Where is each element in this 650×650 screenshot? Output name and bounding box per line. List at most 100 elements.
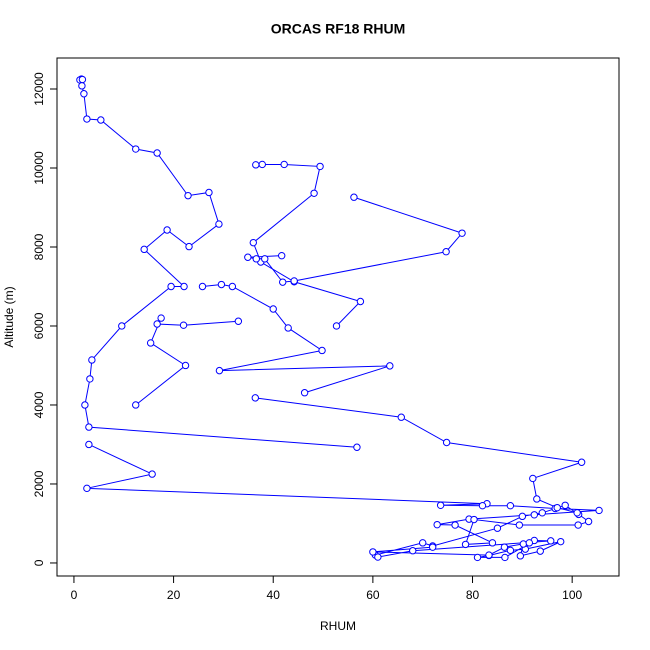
data-point [249, 238, 258, 247]
data-point [140, 245, 148, 254]
data-point [397, 413, 405, 421]
data-point [316, 162, 324, 171]
data-point [561, 501, 569, 510]
data-point [356, 297, 365, 306]
data-point [163, 226, 171, 234]
data-point [215, 220, 223, 228]
data-point [374, 553, 382, 561]
data-point [215, 366, 224, 375]
data-point [217, 280, 226, 289]
data-point [547, 537, 555, 545]
data-point [409, 547, 417, 555]
data-point [470, 515, 478, 524]
data-point [573, 509, 581, 517]
data-line [247, 196, 463, 283]
x-tick-label: 40 [267, 588, 281, 602]
y-tick-label: 10000 [32, 151, 46, 185]
x-tick-label: 20 [167, 588, 181, 602]
data-point [205, 188, 213, 197]
data-point [574, 521, 582, 529]
data-point [318, 346, 326, 355]
data-point [278, 251, 286, 260]
data-point [353, 443, 361, 451]
data-point [485, 551, 493, 559]
y-tick-label: 2000 [32, 470, 46, 497]
x-tick-label: 80 [466, 588, 480, 602]
data-point [88, 356, 96, 364]
data-point [369, 548, 377, 556]
data-point [538, 509, 546, 517]
data-point [261, 255, 269, 263]
data-point [80, 90, 88, 98]
data-point [269, 305, 277, 313]
x-tick-label: 60 [366, 588, 380, 602]
data-point [181, 361, 190, 370]
data-point [451, 521, 459, 529]
data-point [280, 160, 288, 169]
data-point [493, 524, 502, 532]
data-point [157, 314, 165, 322]
data-point [350, 193, 358, 201]
data-point [251, 394, 259, 402]
data-point [433, 520, 441, 529]
data-point [180, 282, 188, 291]
data-point [85, 440, 93, 449]
data-point [428, 543, 437, 551]
data-point [536, 547, 544, 555]
data-point [278, 278, 287, 286]
chart-title: ORCAS RF18 RHUM [271, 21, 406, 37]
data-point [85, 423, 93, 431]
data-point [167, 282, 175, 291]
y-axis-label: Altitude (m) [2, 286, 16, 347]
data-point [198, 282, 207, 291]
data-point [179, 321, 188, 329]
y-tick-label: 12000 [32, 72, 46, 106]
data-point [525, 539, 534, 547]
data-point [284, 324, 292, 332]
data-point [332, 322, 341, 330]
data-point [244, 253, 252, 261]
data-point [252, 161, 260, 169]
plot-frame [56, 57, 620, 577]
data-point [83, 484, 91, 493]
data-point [386, 362, 394, 370]
data-point [310, 189, 318, 197]
data-point [78, 82, 86, 90]
data-point [516, 552, 525, 560]
data-point [458, 229, 466, 237]
data-point [83, 115, 91, 123]
data-point [501, 553, 509, 562]
data-point [584, 517, 593, 526]
x-tick-label: 100 [562, 588, 582, 602]
x-axis-label: RHUM [320, 619, 356, 633]
data-point [488, 539, 497, 547]
y-tick-label: 4000 [32, 391, 46, 418]
data-point [252, 255, 260, 263]
data-point [97, 116, 105, 124]
data-point [595, 506, 603, 515]
data-point [86, 375, 94, 383]
data-line [252, 163, 362, 327]
data-point [461, 540, 470, 549]
data-point [118, 322, 126, 330]
data-line [135, 317, 239, 406]
data-point [153, 320, 161, 328]
y-tick-label: 8000 [32, 233, 46, 260]
data-point [442, 248, 450, 256]
data-point [500, 543, 509, 551]
data-point [473, 553, 482, 562]
data-point [436, 501, 445, 510]
data-point [132, 145, 140, 153]
data-point [553, 503, 561, 512]
x-tick-label: 0 [71, 588, 78, 602]
y-tick-label: 6000 [32, 312, 46, 339]
data-point [185, 242, 193, 251]
data-point [519, 540, 528, 548]
data-point [442, 438, 451, 447]
data-point [234, 317, 243, 325]
data-line [79, 78, 357, 448]
data-point [518, 512, 527, 521]
data-point [228, 282, 237, 291]
